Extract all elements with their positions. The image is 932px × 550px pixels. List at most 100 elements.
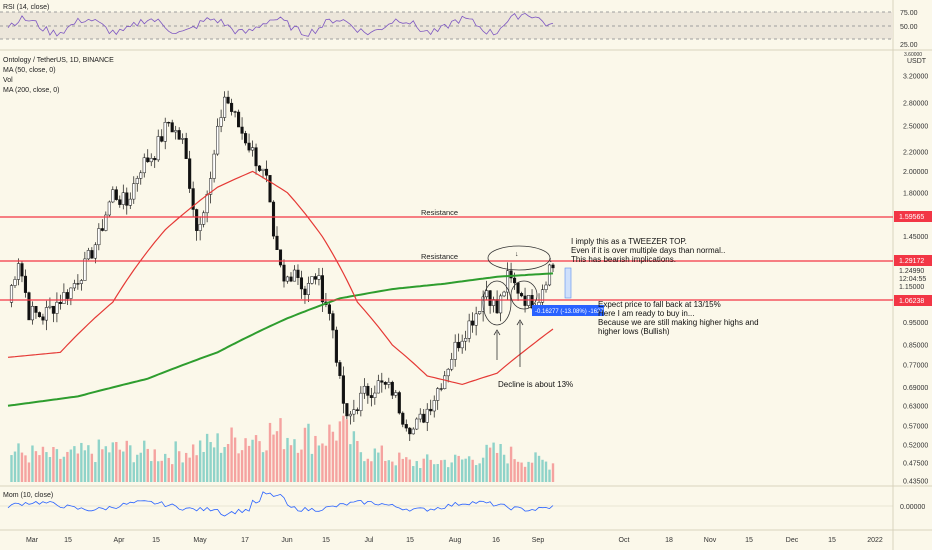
volume-bar: [52, 446, 55, 482]
volume-bar: [419, 468, 422, 482]
candle-body: [257, 165, 262, 171]
volume-bar: [136, 454, 139, 482]
ma50-legend[interactable]: MA (50, close, 0): [3, 67, 56, 74]
candle-body: [502, 291, 506, 297]
volume-bar: [464, 458, 467, 482]
volume-bar: [202, 451, 205, 482]
rsi-tick-75: 75.00: [900, 10, 918, 17]
candle-body: [411, 428, 415, 435]
candle-body: [58, 301, 62, 304]
volume-bar: [415, 461, 418, 482]
volume-bar: [530, 462, 534, 482]
volume-bar: [478, 463, 481, 482]
price-tick: 2.80000: [903, 101, 928, 108]
note-decline: Decline is about 13%: [498, 380, 573, 389]
volume-bar: [10, 455, 13, 482]
volume-bar: [146, 448, 149, 482]
time-tick: Sep: [532, 537, 545, 544]
tweezer-top-ellipse[interactable]: [487, 245, 551, 271]
candle-body: [429, 408, 433, 412]
volume-bar: [164, 453, 167, 482]
candle-body: [460, 340, 464, 349]
up-arrow-right-head: [516, 319, 524, 326]
time-tick: Jul: [365, 537, 374, 544]
volume-bar: [541, 459, 544, 482]
volume-bar: [398, 452, 401, 482]
candle-body: [317, 275, 321, 280]
time-axis-ticks[interactable]: Mar 15 Apr 15 May 17 Jun 15 Jul 15 Aug 16 Sep Oct 18 No…: [26, 537, 883, 544]
candle-body: [100, 228, 104, 231]
currency-label: USDT: [907, 58, 927, 65]
pattern-ellipse-left[interactable]: [482, 280, 512, 326]
price-tick: 3.20000: [903, 74, 928, 81]
candle-body: [264, 168, 269, 176]
vol-legend[interactable]: Vol: [3, 77, 13, 84]
volume-bar: [170, 464, 174, 482]
mom-legend[interactable]: Mom (10, close): [3, 492, 53, 499]
candle-body: [153, 158, 157, 161]
volume-bar: [433, 464, 436, 482]
volume-bar: [13, 451, 17, 482]
candle-body: [471, 320, 475, 326]
candle-body: [30, 306, 35, 321]
volume-bar: [223, 447, 226, 482]
candle-body: [408, 427, 412, 435]
candle-body: [90, 250, 94, 259]
candle-body: [509, 270, 513, 279]
candle-body: [446, 368, 450, 377]
volume-bar: [177, 451, 181, 482]
volume-bar: [408, 459, 411, 482]
measure-label-box: [532, 305, 604, 316]
rsi-legend[interactable]: RSI (14, close): [3, 4, 49, 11]
candle-body: [436, 388, 440, 401]
price-tag-1: [894, 211, 932, 222]
candle-body: [366, 385, 370, 396]
volume-bar: [513, 459, 516, 482]
volume-bar: [34, 451, 38, 482]
volume-bar: [216, 433, 219, 482]
candle-body: [191, 188, 195, 210]
pattern-ellipse-right[interactable]: [510, 280, 538, 310]
price-tick: 0.47500: [903, 461, 928, 468]
volume-bar: [446, 467, 450, 482]
volume-bar: [338, 421, 342, 482]
candle-body: [160, 136, 164, 142]
price-tag-2: [894, 255, 932, 266]
candle-body: [233, 111, 237, 113]
candle-body: [223, 96, 227, 118]
candle-body: [443, 375, 447, 389]
candle-body: [488, 290, 492, 306]
candle-body: [520, 293, 524, 297]
candle-body: [432, 400, 436, 412]
volume-bar: [527, 461, 530, 482]
volume-bar: [45, 452, 48, 482]
candle-body: [212, 153, 216, 179]
volume-bar: [108, 452, 111, 482]
candle-body: [163, 122, 167, 142]
candle-body: [209, 178, 213, 195]
volume-bar: [41, 446, 45, 482]
time-tick: Oct: [619, 537, 630, 544]
volume-bar: [289, 445, 293, 482]
candle-body: [474, 313, 478, 326]
volume-bar: [502, 454, 506, 482]
candle-body: [34, 306, 38, 313]
candle-body: [334, 329, 338, 363]
time-tick: Apr: [114, 537, 126, 544]
candle-body: [513, 277, 517, 284]
volume-bar: [118, 449, 121, 482]
volume-bar: [380, 445, 384, 482]
price-axis-ticks[interactable]: 3.20000 2.80000 2.50000 2.20000 2.00000 1.800…: [903, 74, 928, 486]
symbol-title[interactable]: Ontology / TetherUS, 1D, BINANCE: [3, 57, 114, 64]
volume-bar: [352, 431, 356, 482]
measure-range-box[interactable]: [564, 267, 572, 299]
candle-body: [107, 201, 111, 216]
volume-bar: [198, 440, 202, 482]
ma200-legend[interactable]: MA (200, close, 0): [3, 87, 59, 94]
time-tick: 15: [745, 537, 753, 544]
candle-body: [376, 380, 380, 394]
volume-bar: [345, 419, 349, 482]
candle-body: [478, 311, 482, 315]
candle-body: [195, 209, 199, 231]
